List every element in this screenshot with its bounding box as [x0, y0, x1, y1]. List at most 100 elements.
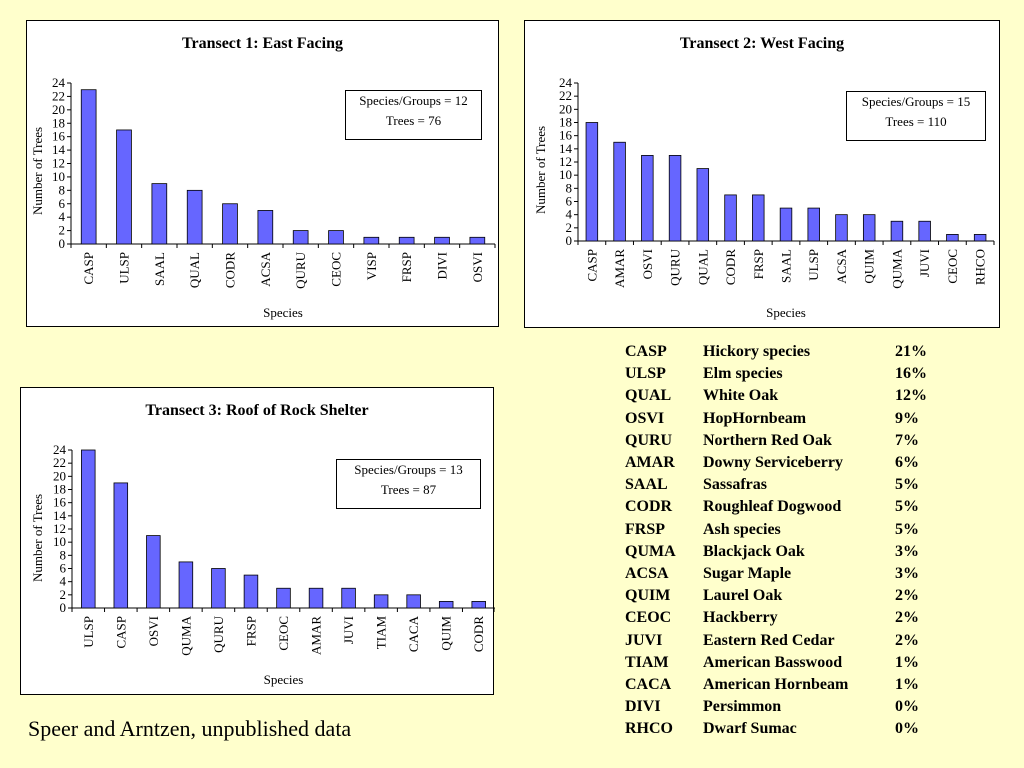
x-tick-label: QUAL — [695, 249, 710, 285]
bar-casp — [585, 122, 599, 242]
bar-quru — [292, 230, 309, 245]
bar-tiam — [373, 594, 389, 609]
stats-box: Species/Groups = 12 Trees = 76 — [345, 90, 482, 140]
x-tick-label: ACSA — [834, 248, 849, 283]
legend-row: RHCO Dwarf Sumac 0% — [620, 718, 935, 740]
legend-percent: 0% — [895, 698, 919, 716]
x-tick-label: QURU — [293, 251, 308, 288]
legend-percent: 2% — [895, 631, 919, 649]
legend-row: ULSP Elm species 16% — [620, 363, 935, 385]
legend-name: Northern Red Oak — [703, 431, 832, 449]
legend-row: SAAL Sassafras 5% — [620, 474, 935, 496]
x-tick-label: JUVI — [917, 249, 932, 277]
x-tick-label: CEOC — [329, 252, 344, 287]
bar-osvi — [469, 236, 486, 245]
y-tick-label: 14 — [52, 142, 66, 157]
legend-code: CASP — [625, 343, 667, 361]
x-tick-label: CACA — [406, 615, 421, 652]
bar-quma — [178, 561, 194, 609]
bar-casp — [113, 482, 129, 609]
legend-row: OSVI HopHornbeam 9% — [620, 408, 935, 430]
legend-code: JUVI — [625, 631, 663, 649]
x-tick-label: VISP — [364, 252, 379, 280]
legend-percent: 3% — [895, 542, 919, 560]
chart-transect-2: Transect 2: West Facing 0 2 4 6 8 10 12 14 16 18 2… — [524, 20, 1000, 328]
x-axis-label: Species — [263, 305, 303, 320]
y-tick-label: 6 — [566, 194, 573, 209]
x-tick-label: CODR — [223, 252, 238, 288]
x-tick-label: CASP — [584, 249, 599, 282]
y-axis-label: Number of Trees — [533, 125, 548, 214]
legend-name: Sugar Maple — [703, 564, 792, 582]
y-tick-label: 0 — [566, 233, 573, 248]
legend-code: QUIM — [625, 587, 671, 605]
y-tick-label: 18 — [559, 115, 572, 130]
x-tick-label: SAAL — [152, 252, 167, 286]
x-tick-label: ULSP — [806, 249, 821, 281]
legend-name: Laurel Oak — [703, 587, 783, 605]
legend-row: TIAM American Basswood 1% — [620, 652, 935, 674]
x-tick-label: QURU — [211, 615, 226, 652]
chart-title: Transect 2: West Facing — [679, 35, 845, 52]
x-tick-label: JUVI — [341, 616, 356, 644]
x-tick-label: CEOC — [276, 616, 291, 651]
stats-box: Species/Groups = 13 Trees = 87 — [336, 459, 481, 509]
legend-name: Eastern Red Cedar — [703, 631, 835, 649]
y-tick-label: 10 — [52, 169, 65, 184]
legend-name: White Oak — [703, 387, 779, 405]
bar-frsp — [398, 236, 415, 245]
legend-percent: 1% — [895, 675, 919, 693]
legend-name: American Hornbeam — [703, 675, 849, 693]
chart-transect-3: Transect 3: Roof of Rock Shelter 0 2 4 6 8 10… — [20, 387, 495, 695]
bar-quma — [890, 220, 904, 242]
chart-transect-1: Transect 1: East Facing 0 2 4 6 8 10 12 14 16 18 2… — [26, 20, 499, 327]
bar-codr — [471, 601, 486, 609]
x-tick-label: FRSP — [243, 616, 258, 646]
legend-row: QUIM Laurel Oak 2% — [620, 585, 935, 607]
legend-name: Elm species — [703, 365, 783, 383]
legend-percent: 16% — [895, 365, 927, 383]
y-tick-label: 4 — [59, 209, 66, 224]
x-tick-label: CASP — [81, 252, 96, 285]
legend-name: Ash species — [703, 520, 781, 538]
legend-percent: 12% — [895, 387, 927, 405]
legend-code: RHCO — [625, 720, 673, 738]
legend-code: ACSA — [625, 564, 669, 582]
bar-caca — [406, 594, 421, 609]
legend-name: Hickory species — [703, 343, 811, 361]
bar-acsa — [257, 210, 274, 245]
legend-code: AMAR — [625, 454, 675, 472]
legend-percent: 6% — [895, 454, 919, 472]
x-axis-label: Species — [766, 305, 806, 320]
stats-species-groups: Species/Groups = 12 — [359, 93, 468, 108]
legend-percent: 7% — [895, 431, 919, 449]
species-legend-table: CASP Hickory species 21% ULSP Elm species 16%… — [620, 341, 935, 740]
bar-quim — [438, 601, 454, 609]
y-tick-label: 0 — [60, 600, 67, 615]
legend-code: QURU — [625, 431, 673, 449]
legend-row: JUVI Eastern Red Cedar 2% — [620, 629, 935, 651]
legend-row: QUAL White Oak 12% — [620, 385, 935, 407]
y-tick-label: 20 — [53, 468, 66, 483]
legend-name: Persimmon — [703, 698, 782, 716]
legend-percent: 5% — [895, 476, 919, 494]
legend-row: DIVI Persimmon 0% — [620, 696, 935, 718]
legend-row: ACSA Sugar Maple 3% — [620, 563, 935, 585]
legend-name: Roughleaf Dogwood — [703, 498, 842, 516]
legend-code: DIVI — [625, 698, 661, 716]
bar-ceoc — [946, 234, 959, 242]
x-tick-label: AMAR — [612, 249, 627, 288]
legend-percent: 9% — [895, 409, 919, 427]
y-tick-label: 18 — [52, 115, 65, 130]
y-tick-label: 24 — [559, 75, 573, 90]
stats-trees: Trees = 87 — [380, 482, 437, 497]
chart-title: Transect 3: Roof of Rock Shelter — [145, 402, 369, 419]
legend-row: CACA American Hornbeam 1% — [620, 674, 935, 696]
bar-rhco — [973, 234, 987, 242]
y-tick-label: 10 — [559, 167, 572, 182]
x-tick-label: ULSP — [117, 252, 132, 284]
bar-quru — [211, 568, 226, 609]
x-tick-label: SAAL — [779, 249, 794, 283]
